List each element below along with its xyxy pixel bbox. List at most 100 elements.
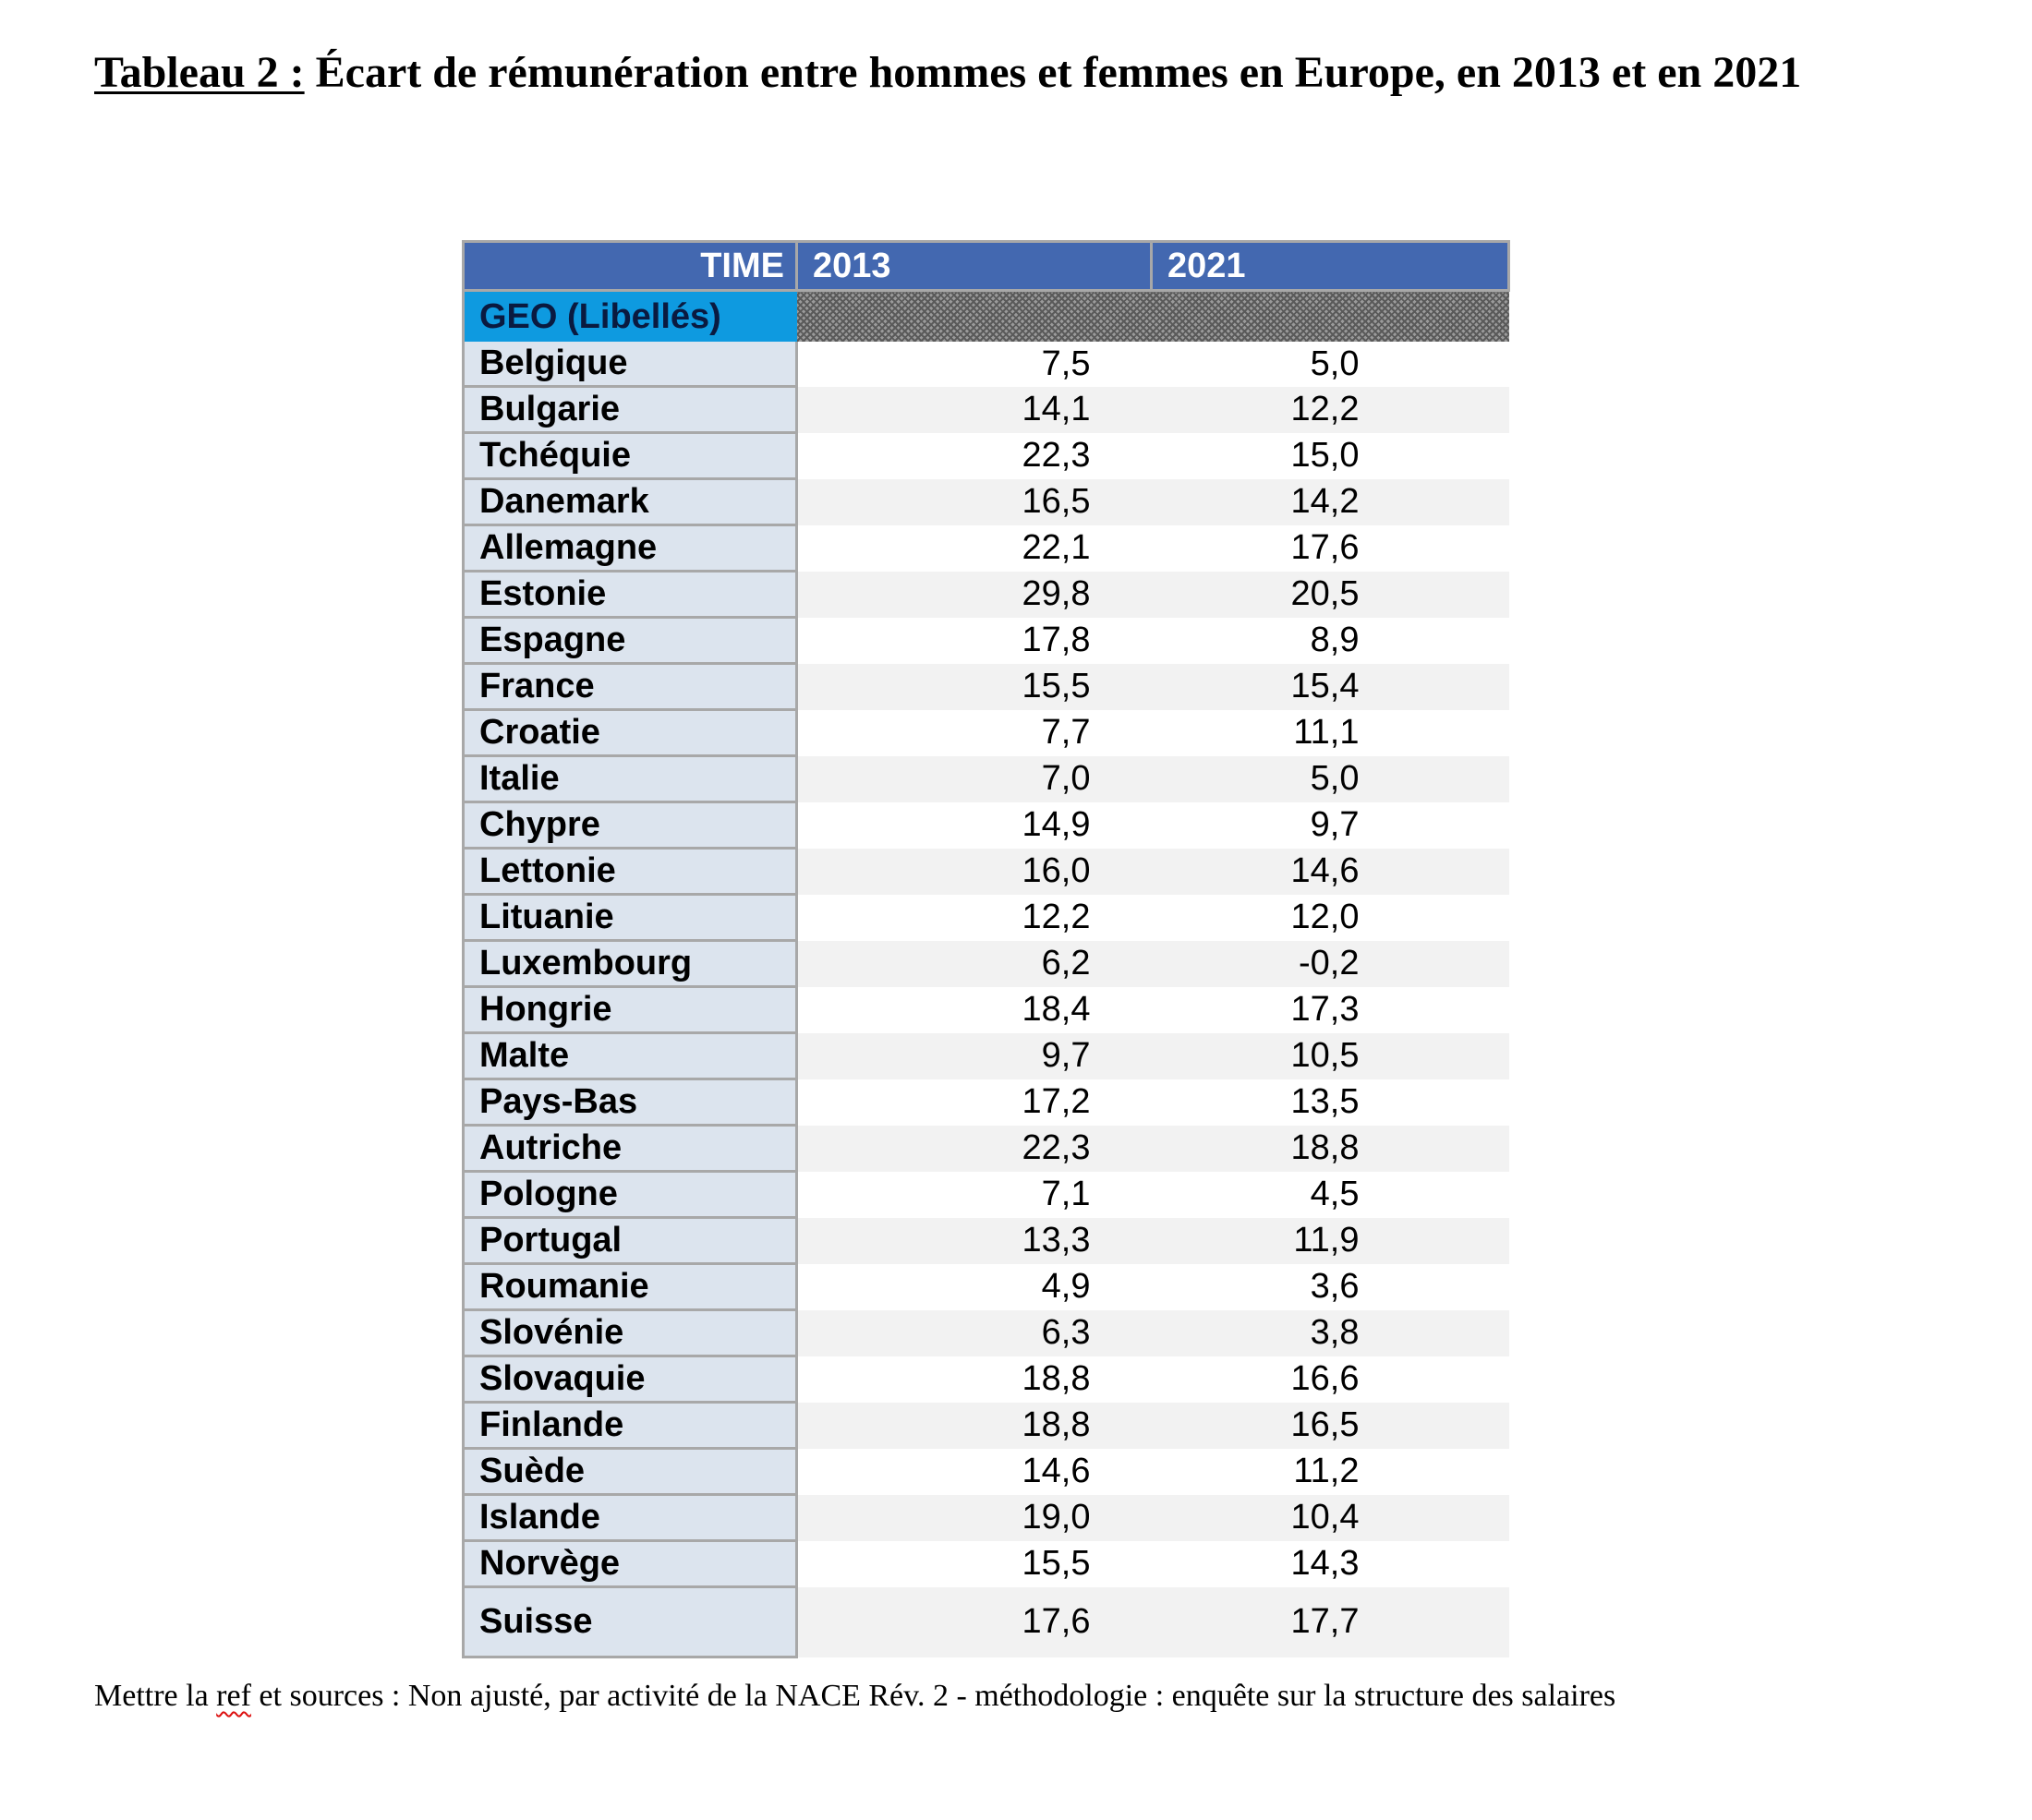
country-cell: Autriche bbox=[462, 1125, 798, 1173]
year-2021-header: 2021 bbox=[1150, 240, 1510, 292]
country-cell: Belgique bbox=[462, 342, 798, 388]
value-2021-cell: 10,5 bbox=[1151, 1032, 1509, 1079]
country-cell: Pologne bbox=[462, 1171, 798, 1219]
footnote-rest: et sources : Non ajusté, par activité de… bbox=[250, 1679, 1616, 1713]
table-number-label: Tableau 2 : bbox=[94, 48, 305, 97]
country-cell: Lettonie bbox=[462, 848, 798, 896]
country-cell: Danemark bbox=[462, 478, 798, 526]
value-2021-cell: 12,2 bbox=[1151, 386, 1509, 433]
value-2013-cell: 6,2 bbox=[796, 940, 1152, 987]
country-cell: Hongrie bbox=[462, 986, 798, 1034]
value-2021-cell: 15,4 bbox=[1151, 663, 1509, 710]
country-cell: Roumanie bbox=[462, 1263, 798, 1311]
table-row: Croatie 7,7 11,1 bbox=[462, 709, 1509, 757]
year-2013-header: 2013 bbox=[795, 240, 1153, 292]
country-cell: Islande bbox=[462, 1494, 798, 1542]
table-row: Slovénie 6,3 3,8 bbox=[462, 1309, 1509, 1357]
country-cell: Pays-Bas bbox=[462, 1079, 798, 1127]
table-row: Pays-Bas 17,2 13,5 bbox=[462, 1079, 1509, 1127]
pay-gap-table-container: TIME 2013 2021 GEO (Libellés) Belgique 7,… bbox=[462, 240, 1510, 1658]
country-cell: Espagne bbox=[462, 617, 798, 665]
value-2013-cell: 22,3 bbox=[796, 1125, 1152, 1172]
table-row: Bulgarie 14,1 12,2 bbox=[462, 386, 1509, 434]
value-2013-cell: 7,0 bbox=[796, 755, 1152, 802]
value-2021-cell: -0,2 bbox=[1151, 940, 1509, 987]
value-2013-cell: 4,9 bbox=[796, 1263, 1152, 1310]
country-cell: Bulgarie bbox=[462, 386, 798, 434]
table-row: Suède 14,6 11,2 bbox=[462, 1448, 1509, 1496]
value-2013-cell: 18,8 bbox=[796, 1402, 1152, 1449]
table-row: Lituanie 12,2 12,0 bbox=[462, 894, 1509, 942]
footnote-start: Mettre la bbox=[94, 1679, 217, 1713]
country-cell: Suisse bbox=[462, 1586, 798, 1658]
table-row: Suisse 17,6 17,7 bbox=[462, 1586, 1509, 1658]
table-row: Pologne 7,1 4,5 bbox=[462, 1171, 1509, 1219]
value-2021-cell: 5,0 bbox=[1151, 755, 1509, 802]
country-cell: Slovénie bbox=[462, 1309, 798, 1357]
value-2021-cell: 11,2 bbox=[1151, 1448, 1509, 1495]
table-row: Luxembourg 6,2 -0,2 bbox=[462, 940, 1509, 988]
country-cell: Luxembourg bbox=[462, 940, 798, 988]
value-2021-cell: 14,6 bbox=[1151, 848, 1509, 895]
time-header: TIME bbox=[462, 240, 798, 292]
table-row: Espagne 17,8 8,9 bbox=[462, 617, 1509, 665]
value-2013-cell: 17,6 bbox=[796, 1586, 1152, 1657]
value-2021-cell: 15,0 bbox=[1151, 432, 1509, 479]
table-row: Estonie 29,8 20,5 bbox=[462, 571, 1509, 619]
value-2021-cell: 3,8 bbox=[1151, 1309, 1509, 1356]
value-2013-cell: 6,3 bbox=[796, 1309, 1152, 1356]
spellcheck-flagged-word: ref bbox=[216, 1679, 251, 1713]
value-2021-cell: 16,5 bbox=[1151, 1402, 1509, 1449]
table-header-row: TIME 2013 2021 bbox=[462, 240, 1510, 292]
hatched-header-fill bbox=[796, 290, 1509, 342]
value-2021-cell: 14,2 bbox=[1151, 478, 1509, 525]
value-2021-cell: 5,0 bbox=[1151, 342, 1509, 387]
value-2021-cell: 11,1 bbox=[1151, 709, 1509, 756]
value-2013-cell: 15,5 bbox=[796, 1540, 1152, 1587]
value-2013-cell: 9,7 bbox=[796, 1032, 1152, 1079]
country-cell: Tchéquie bbox=[462, 432, 798, 480]
country-cell: Portugal bbox=[462, 1217, 798, 1265]
table-row: Islande 19,0 10,4 bbox=[462, 1494, 1509, 1542]
country-cell: Malte bbox=[462, 1032, 798, 1080]
value-2013-cell: 14,6 bbox=[796, 1448, 1152, 1495]
title-text: Écart de rémunération entre hommes et fe… bbox=[304, 48, 1802, 97]
page-title: Tableau 2 : Écart de rémunération entre … bbox=[94, 41, 1905, 105]
table-row: Finlande 18,8 16,5 bbox=[462, 1402, 1509, 1450]
value-2021-cell: 20,5 bbox=[1151, 571, 1509, 618]
value-2013-cell: 29,8 bbox=[796, 571, 1152, 618]
table-row: Italie 7,0 5,0 bbox=[462, 755, 1509, 803]
source-footnote: Mettre la ref et sources : Non ajusté, p… bbox=[94, 1679, 1615, 1714]
country-cell: Croatie bbox=[462, 709, 798, 757]
country-cell: Finlande bbox=[462, 1402, 798, 1450]
country-cell: Slovaquie bbox=[462, 1356, 798, 1404]
value-2021-cell: 17,6 bbox=[1151, 524, 1509, 572]
value-2013-cell: 22,3 bbox=[796, 432, 1152, 479]
table-row: France 15,5 15,4 bbox=[462, 663, 1509, 711]
value-2013-cell: 7,1 bbox=[796, 1171, 1152, 1218]
geo-label-header: GEO (Libellés) bbox=[462, 290, 797, 342]
value-2013-cell: 14,1 bbox=[796, 386, 1152, 433]
value-2021-cell: 13,5 bbox=[1151, 1079, 1509, 1126]
value-2021-cell: 10,4 bbox=[1151, 1494, 1509, 1541]
country-cell: Italie bbox=[462, 755, 798, 803]
value-2013-cell: 12,2 bbox=[796, 894, 1152, 941]
value-2013-cell: 16,5 bbox=[796, 478, 1152, 525]
value-2021-cell: 17,3 bbox=[1151, 986, 1509, 1033]
value-2013-cell: 14,9 bbox=[796, 802, 1152, 849]
value-2021-cell: 8,9 bbox=[1151, 617, 1509, 664]
table-row: Belgique 7,5 5,0 bbox=[462, 342, 1509, 388]
value-2021-cell: 9,7 bbox=[1151, 802, 1509, 849]
value-2013-cell: 17,2 bbox=[796, 1079, 1152, 1126]
value-2013-cell: 15,5 bbox=[796, 663, 1152, 710]
country-cell: Allemagne bbox=[462, 524, 798, 573]
value-2013-cell: 17,8 bbox=[796, 617, 1152, 664]
table-row: Lettonie 16,0 14,6 bbox=[462, 848, 1509, 896]
value-2021-cell: 17,7 bbox=[1151, 1586, 1509, 1657]
value-2013-cell: 7,7 bbox=[796, 709, 1152, 756]
table-row: Danemark 16,5 14,2 bbox=[462, 478, 1509, 526]
value-2013-cell: 22,1 bbox=[796, 524, 1152, 572]
country-cell: Chypre bbox=[462, 802, 798, 850]
value-2021-cell: 4,5 bbox=[1151, 1171, 1509, 1218]
country-cell: Estonie bbox=[462, 571, 798, 619]
